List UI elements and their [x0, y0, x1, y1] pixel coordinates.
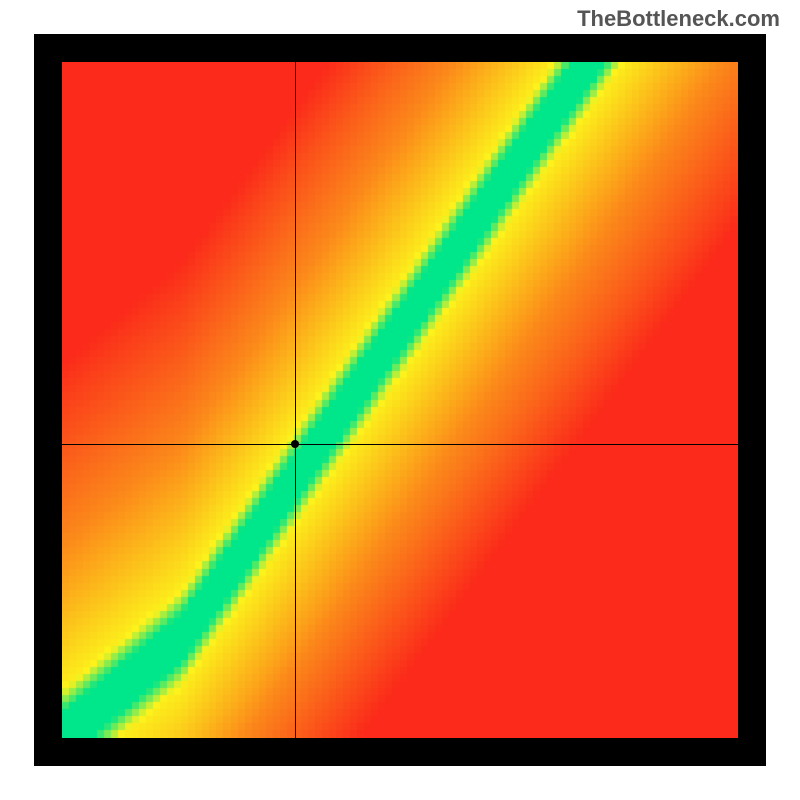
heatmap-canvas [62, 62, 738, 738]
chart-frame [34, 34, 766, 766]
crosshair-vertical [295, 62, 296, 738]
marker-dot [291, 440, 299, 448]
watermark-text: TheBottleneck.com [577, 6, 780, 32]
plot-area [62, 62, 738, 738]
crosshair-horizontal [62, 444, 738, 445]
